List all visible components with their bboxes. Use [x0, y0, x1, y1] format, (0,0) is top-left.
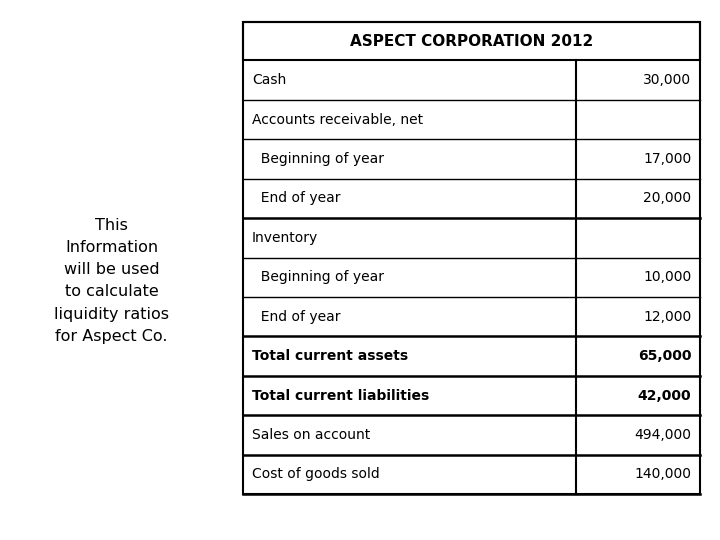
- Text: 42,000: 42,000: [638, 389, 691, 402]
- Text: End of year: End of year: [252, 192, 341, 205]
- Text: Total current liabilities: Total current liabilities: [252, 389, 429, 402]
- Text: Sales on account: Sales on account: [252, 428, 370, 442]
- Text: 30,000: 30,000: [643, 73, 691, 87]
- Text: 10,000: 10,000: [643, 271, 691, 284]
- Text: Inventory: Inventory: [252, 231, 318, 245]
- Text: Total current assets: Total current assets: [252, 349, 408, 363]
- Text: End of year: End of year: [252, 310, 341, 323]
- Text: Beginning of year: Beginning of year: [252, 271, 384, 284]
- Text: 140,000: 140,000: [634, 468, 691, 481]
- Text: Beginning of year: Beginning of year: [252, 152, 384, 166]
- Text: Accounts receivable, net: Accounts receivable, net: [252, 113, 423, 126]
- Text: 17,000: 17,000: [643, 152, 691, 166]
- Text: Cash: Cash: [252, 73, 287, 87]
- Text: 65,000: 65,000: [638, 349, 691, 363]
- Text: 494,000: 494,000: [634, 428, 691, 442]
- Text: 20,000: 20,000: [643, 192, 691, 205]
- Text: This
Information
will be used
to calculate
liquidity ratios
for Aspect Co.: This Information will be used to calcula…: [54, 218, 169, 344]
- Text: 12,000: 12,000: [643, 310, 691, 323]
- Text: Cost of goods sold: Cost of goods sold: [252, 468, 379, 481]
- Text: ASPECT CORPORATION 2012: ASPECT CORPORATION 2012: [350, 33, 593, 49]
